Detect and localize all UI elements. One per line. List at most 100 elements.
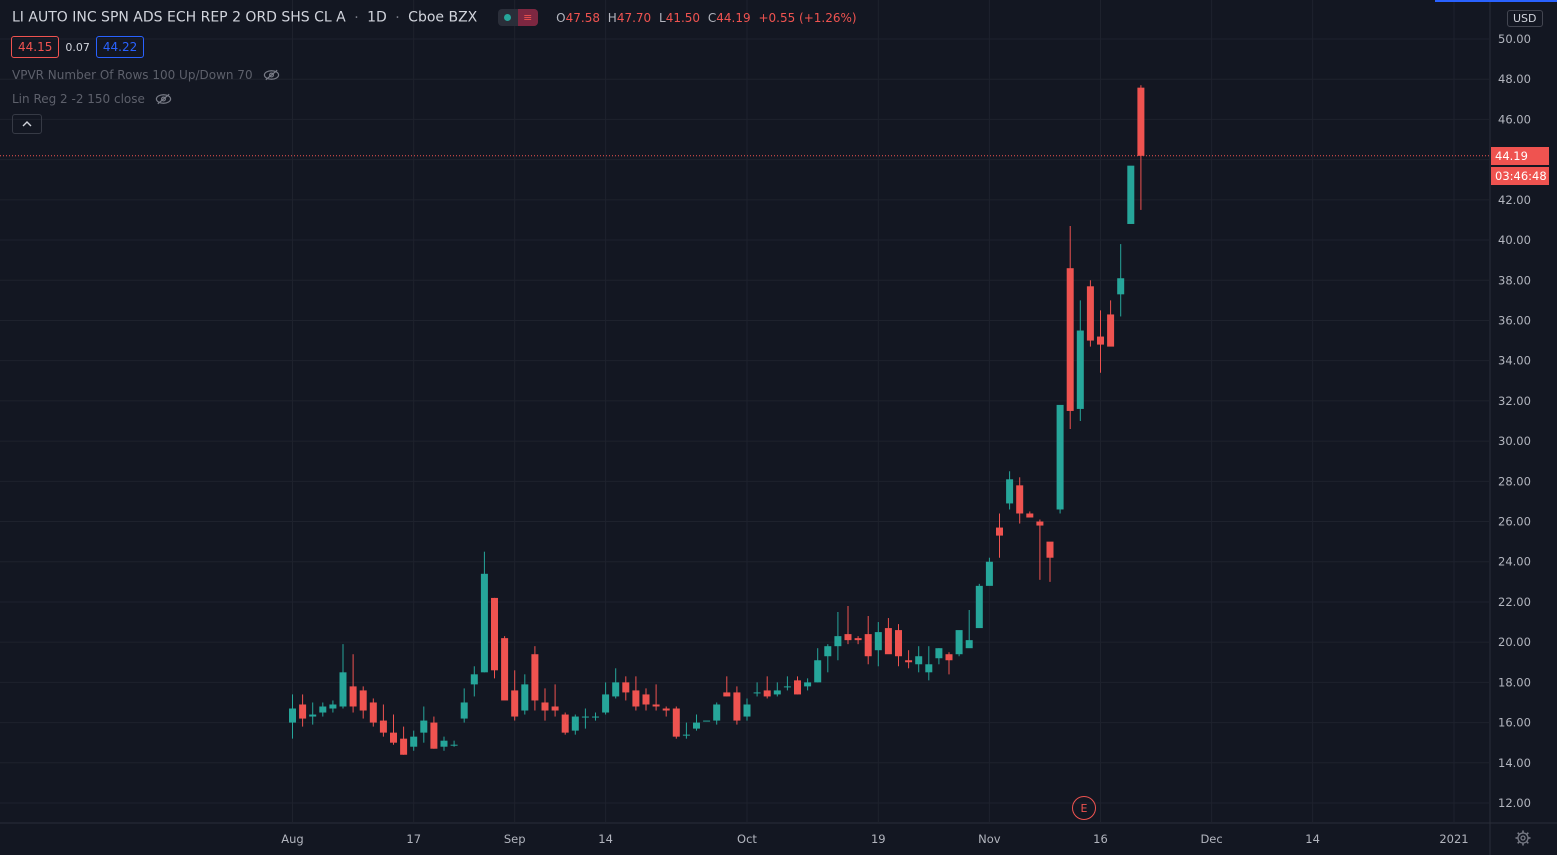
candle-body: [804, 682, 812, 687]
candle-body: [470, 674, 478, 685]
price-tick-label: 16.00: [1498, 716, 1531, 730]
eye-hidden-icon[interactable]: [155, 93, 172, 105]
candlestick-series: [289, 85, 1145, 755]
candle-body: [289, 708, 296, 723]
candle-body: [965, 640, 973, 649]
candle-body: [985, 561, 993, 586]
candle-body: [349, 686, 357, 707]
candle-body: [531, 654, 539, 701]
candle-body: [561, 714, 569, 733]
chevron-up-icon: [22, 121, 32, 127]
ohlc-values: O47.58 H47.70 L41.50 C44.19 +0.55 (+1.26…: [552, 11, 856, 25]
candle-body: [450, 744, 458, 746]
candle-body: [693, 722, 700, 729]
candle-body: [794, 680, 801, 695]
candle-body: [703, 720, 711, 722]
candle-body: [1127, 165, 1135, 224]
candle-body: [460, 702, 468, 719]
price-tick-label: 38.00: [1498, 273, 1531, 287]
time-tick-label: 17: [406, 832, 421, 846]
candle-body: [723, 692, 731, 697]
candle-body: [763, 690, 771, 697]
price-tick-label: 48.00: [1498, 72, 1531, 86]
low-value: 41.50: [665, 10, 701, 25]
candle-body: [1016, 485, 1024, 514]
candle-body: [905, 660, 913, 663]
candle-body: [854, 638, 862, 641]
candle-body: [319, 706, 327, 713]
candle-body: [652, 704, 660, 707]
gear-icon[interactable]: [1515, 830, 1531, 846]
time-tick-label: Aug: [281, 832, 303, 846]
symbol-legend[interactable]: LI AUTO INC SPN ADS ECH REP 2 ORD SHS CL…: [12, 9, 857, 26]
candle-body: [814, 660, 822, 683]
currency-button[interactable]: USD: [1507, 10, 1543, 27]
candle-body: [551, 706, 559, 711]
candle-body: [400, 738, 408, 755]
candle-body: [753, 692, 761, 694]
collapse-legend-button[interactable]: [12, 114, 42, 134]
candle-body: [1097, 336, 1104, 345]
price-tick-label: 40.00: [1498, 233, 1531, 247]
candle-body: [511, 690, 519, 717]
price-tick-label: 22.00: [1498, 595, 1531, 609]
candle-body: [1086, 286, 1094, 341]
indicator-vpvr[interactable]: VPVR Number Of Rows 100 Up/Down 70: [12, 68, 280, 82]
candle-body: [612, 682, 620, 697]
candle-body: [884, 628, 892, 655]
candle-body: [632, 690, 640, 707]
candle-body: [996, 527, 1003, 536]
open-label: O: [556, 10, 566, 25]
candle-body: [1006, 479, 1014, 504]
time-tick-label: Dec: [1200, 832, 1222, 846]
ask-price[interactable]: 44.22: [95, 36, 145, 58]
candle-body: [682, 734, 690, 736]
candle-body: [430, 722, 438, 749]
high-value: 47.70: [616, 10, 652, 25]
candle-body: [915, 656, 923, 665]
time-tick-label: 2021: [1439, 832, 1468, 846]
candle-body: [379, 720, 387, 733]
candle-body: [783, 686, 791, 688]
eye-hidden-icon[interactable]: [263, 69, 280, 81]
legend-separator: ·: [395, 9, 400, 26]
candle-body: [420, 720, 428, 733]
last-price-badge: 44.19: [1491, 147, 1549, 165]
candle-body: [592, 716, 599, 718]
earnings-marker[interactable]: E: [1072, 796, 1096, 820]
candle-body: [1026, 513, 1034, 518]
candle-body: [1046, 541, 1054, 558]
candle-body: [541, 702, 549, 711]
quote-row: 44.15 0.07 44.22: [11, 36, 145, 58]
candle-body: [955, 630, 963, 655]
candle-body: [299, 704, 307, 719]
price-tick-label: 30.00: [1498, 434, 1531, 448]
candle-body: [824, 646, 832, 657]
interval-label[interactable]: 1D: [367, 9, 387, 26]
candle-body: [1137, 87, 1145, 156]
bar-countdown-badge: 03:46:48: [1491, 167, 1549, 185]
bid-price[interactable]: 44.15: [11, 36, 60, 58]
legend-toggle-group[interactable]: ≡: [497, 9, 538, 26]
price-tick-label: 24.00: [1498, 555, 1531, 569]
time-tick-label: Nov: [978, 832, 1001, 846]
price-tick-label: 32.00: [1498, 394, 1531, 408]
indicator-linreg[interactable]: Lin Reg 2 -2 150 close: [12, 92, 172, 106]
time-scale[interactable]: Aug 17 Sep 14 Oct 19 Nov 16 Dec 14 2021: [281, 832, 1468, 846]
candle-body: [672, 708, 680, 737]
candle-body: [1076, 330, 1084, 409]
price-tick-label: 34.00: [1498, 354, 1531, 368]
candle-body: [521, 684, 529, 711]
open-value: 47.58: [565, 10, 600, 25]
candle-body: [622, 682, 630, 693]
indicator-label: VPVR Number Of Rows 100 Up/Down 70: [12, 68, 253, 82]
time-tick-label: 14: [598, 832, 613, 846]
price-tick-label: 12.00: [1498, 796, 1531, 810]
candle-body: [864, 634, 872, 657]
data-problem-icon[interactable]: ≡: [517, 9, 538, 26]
market-status-icon[interactable]: [498, 9, 518, 26]
symbol-title[interactable]: LI AUTO INC SPN ADS ECH REP 2 ORD SHS CL…: [12, 9, 346, 26]
price-tick-label: 28.00: [1498, 474, 1531, 488]
